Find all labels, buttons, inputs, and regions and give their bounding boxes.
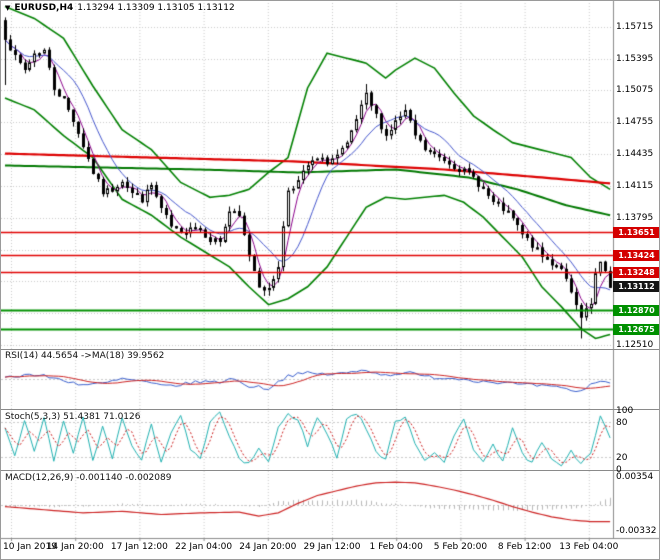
time-axis-label: 24 Jan 20:00: [239, 542, 297, 552]
stoch-pane-label: Stoch(5,3,3) 51.4381 71.0126: [5, 412, 141, 422]
macd-pane-label: MACD(12,26,9) -0.001140 -0.002089: [5, 473, 172, 483]
time-axis-label: 14 Jan 20:00: [46, 542, 104, 552]
price-level-badge-current: 1.13112: [613, 281, 659, 292]
stoch-axis-label: 80: [616, 417, 628, 428]
price-axis-label: 1.13795: [616, 212, 654, 223]
price-axis-label: 1.15075: [616, 85, 654, 96]
price-axis-label: 1.14115: [616, 180, 654, 191]
price-axis-label: 1.12510: [616, 340, 654, 351]
pane-separator-rsi[interactable]: [1, 349, 659, 350]
macd-axis-label: 0.00354: [616, 472, 654, 483]
time-axis-label: 10 Jan 2019: [3, 542, 57, 552]
time-axis-label: 17 Jan 12:00: [110, 542, 168, 552]
time-axis-label: 5 Feb 20:00: [433, 542, 488, 552]
price-level-badge-support: 1.12870: [613, 305, 659, 316]
chart-title: ▼ EURUSD,H4 1.13294 1.13309 1.13105 1.13…: [5, 3, 235, 13]
macd-axis-label: -0.00332: [616, 526, 657, 537]
price-axis-label: 1.14755: [616, 117, 654, 128]
time-axis-label: 1 Feb 04:00: [369, 542, 423, 552]
stoch-axis-label: 20: [616, 453, 628, 464]
price-level-badge-support: 1.12675: [613, 324, 659, 335]
price-axis-label: 1.15395: [616, 53, 654, 64]
time-axis-label: 22 Jan 04:00: [175, 542, 233, 552]
ohlc-readout: 1.13294 1.13309 1.13105 1.13112: [77, 3, 235, 13]
price-axis-label: 1.14435: [616, 149, 654, 160]
price-level-badge-resistance: 1.13424: [613, 250, 659, 261]
price-axis-label: 1.15715: [616, 21, 654, 32]
time-axis-label: 13 Feb 04:00: [559, 542, 619, 552]
price-level-badge-resistance: 1.13651: [613, 227, 659, 238]
stoch-axis-label: 100: [616, 406, 634, 416]
time-axis-label: 29 Jan 12:00: [303, 542, 361, 552]
time-axis-label: 8 Feb 12:00: [497, 542, 552, 552]
pane-separator-stoch[interactable]: [1, 409, 659, 410]
price-level-badge-resistance: 1.13248: [613, 267, 659, 278]
symbol-timeframe-label: EURUSD,H4: [14, 3, 74, 13]
symbol-dropdown-icon[interactable]: ▼: [5, 3, 11, 12]
stoch-axis-label: 0: [616, 465, 622, 475]
pane-separator-macd[interactable]: [1, 470, 659, 471]
rsi-pane-label: RSI(14) 44.5654 ->MA(18) 39.9562: [5, 351, 165, 361]
